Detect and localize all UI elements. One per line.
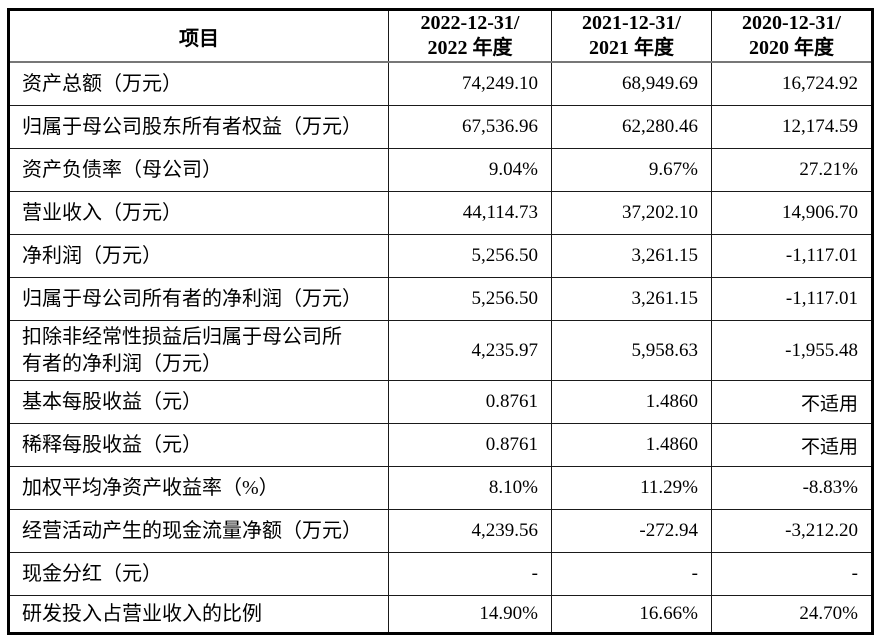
- row-label: 现金分红（元）: [8, 552, 389, 596]
- cell-value: 27.21%: [711, 148, 873, 192]
- table-row-net-profit: 净利润（万元） 5,256.50 3,261.15 -1,117.01: [8, 234, 873, 278]
- cell-value: 9.04%: [388, 148, 552, 192]
- row-label: 归属于母公司股东所有者权益（万元）: [8, 105, 389, 149]
- cell-value: 5,958.63: [551, 320, 712, 381]
- cell-value: -: [711, 552, 873, 596]
- cell-value: 5,256.50: [388, 277, 552, 321]
- period-date: 2020-12-31/: [742, 12, 841, 34]
- cell-value: 不适用: [711, 380, 873, 424]
- period-year: 2021 年度: [589, 37, 674, 59]
- cell-value: 11.29%: [551, 466, 712, 510]
- cell-value: 0.8761: [388, 380, 552, 424]
- cell-value: -1,117.01: [711, 277, 873, 321]
- period-header-2021: 2021-12-31/ 2021 年度: [551, 9, 712, 63]
- table-row-total-assets: 资产总额（万元） 74,249.10 68,949.69 16,724.92: [8, 61, 873, 106]
- period-date: 2022-12-31/: [420, 12, 520, 34]
- table-row-parent-net-profit: 归属于母公司所有者的净利润（万元） 5,256.50 3,261.15 -1,1…: [8, 277, 873, 321]
- period-year: 2022 年度: [427, 37, 513, 59]
- table-row-operating-revenue: 营业收入（万元） 44,114.73 37,202.10 14,906.70: [8, 191, 873, 235]
- row-label: 基本每股收益（元）: [8, 380, 389, 424]
- cell-value: 16.66%: [551, 595, 712, 634]
- cell-value: -: [551, 552, 712, 596]
- row-label: 加权平均净资产收益率（%）: [8, 466, 389, 510]
- cell-value: 14.90%: [388, 595, 552, 634]
- row-label: 扣除非经常性损益后归属于母公司所 有者的净利润（万元）: [8, 320, 389, 381]
- table-row-deducted-net-profit: 扣除非经常性损益后归属于母公司所 有者的净利润（万元） 4,235.97 5,9…: [8, 320, 873, 381]
- period-date: 2021-12-31/: [582, 12, 681, 34]
- table-row-rd-ratio: 研发投入占营业收入的比例 14.90% 16.66% 24.70%: [8, 595, 873, 634]
- row-label: 净利润（万元）: [8, 234, 389, 278]
- cell-value: 9.67%: [551, 148, 712, 192]
- cell-value: -: [388, 552, 552, 596]
- table-row-cash-dividend: 现金分红（元） - - -: [8, 552, 873, 596]
- period-header-2020: 2020-12-31/ 2020 年度: [711, 9, 873, 63]
- cell-value: 67,536.96: [388, 105, 552, 149]
- cell-value: 3,261.15: [551, 234, 712, 278]
- cell-value: 4,239.56: [388, 509, 552, 553]
- cell-value: 37,202.10: [551, 191, 712, 235]
- cell-value: 16,724.92: [711, 61, 873, 106]
- row-label: 研发投入占营业收入的比例: [8, 595, 389, 634]
- cell-value: 12,174.59: [711, 105, 873, 149]
- period-year: 2020 年度: [749, 37, 834, 59]
- row-label: 资产负债率（母公司）: [8, 148, 389, 192]
- cell-value: 0.8761: [388, 423, 552, 467]
- financial-indicators-table: 项目 2022-12-31/ 2022 年度 2021-12-31/ 2021 …: [7, 8, 874, 635]
- row-label: 资产总额（万元）: [8, 61, 389, 106]
- cell-value: -3,212.20: [711, 509, 873, 553]
- table-header-row: 项目 2022-12-31/ 2022 年度 2021-12-31/ 2021 …: [8, 9, 873, 63]
- row-label: 归属于母公司所有者的净利润（万元）: [8, 277, 389, 321]
- cell-value: -1,117.01: [711, 234, 873, 278]
- table-row-parent-equity: 归属于母公司股东所有者权益（万元） 67,536.96 62,280.46 12…: [8, 105, 873, 149]
- cell-value: 44,114.73: [388, 191, 552, 235]
- period-header-2022: 2022-12-31/ 2022 年度: [388, 9, 552, 63]
- row-label: 稀释每股收益（元）: [8, 423, 389, 467]
- cell-value: 68,949.69: [551, 61, 712, 106]
- table-row-weighted-roe: 加权平均净资产收益率（%） 8.10% 11.29% -8.83%: [8, 466, 873, 510]
- table-row-debt-ratio: 资产负债率（母公司） 9.04% 9.67% 27.21%: [8, 148, 873, 192]
- cell-value: 1.4860: [551, 380, 712, 424]
- row-label: 营业收入（万元）: [8, 191, 389, 235]
- cell-value: 1.4860: [551, 423, 712, 467]
- cell-value: 14,906.70: [711, 191, 873, 235]
- cell-value: 5,256.50: [388, 234, 552, 278]
- cell-value: 3,261.15: [551, 277, 712, 321]
- cell-value: 8.10%: [388, 466, 552, 510]
- table-row-diluted-eps: 稀释每股收益（元） 0.8761 1.4860 不适用: [8, 423, 873, 467]
- cell-value: -272.94: [551, 509, 712, 553]
- cell-value: -8.83%: [711, 466, 873, 510]
- item-column-header: 项目: [8, 9, 389, 63]
- cell-value: 24.70%: [711, 595, 873, 634]
- row-label: 经营活动产生的现金流量净额（万元）: [8, 509, 389, 553]
- cell-value: 62,280.46: [551, 105, 712, 149]
- cell-value: -1,955.48: [711, 320, 873, 381]
- cell-value: 不适用: [711, 423, 873, 467]
- table-row-operating-cash-flow: 经营活动产生的现金流量净额（万元） 4,239.56 -272.94 -3,21…: [8, 509, 873, 553]
- table-row-basic-eps: 基本每股收益（元） 0.8761 1.4860 不适用: [8, 380, 873, 424]
- cell-value: 74,249.10: [388, 61, 552, 106]
- cell-value: 4,235.97: [388, 320, 552, 381]
